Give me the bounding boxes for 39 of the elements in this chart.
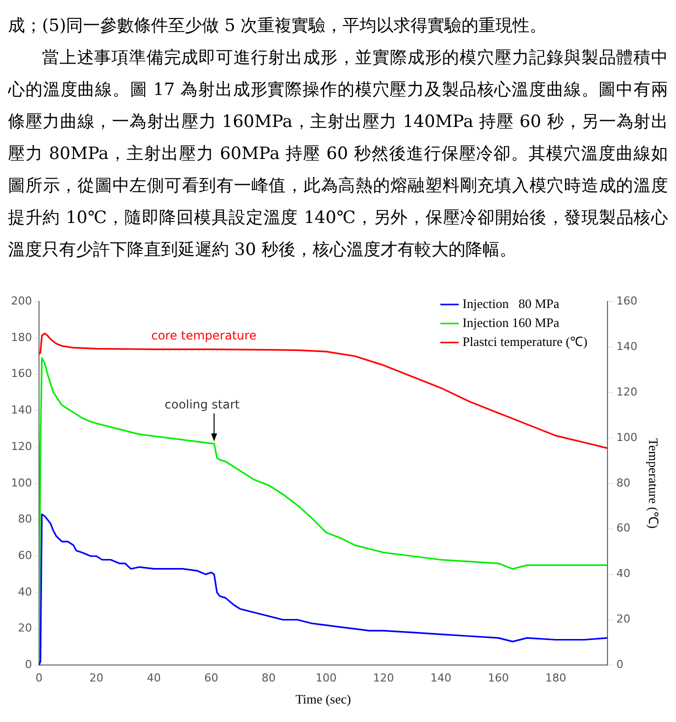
text: 當上述事項準備完成即可進行射出成形，並實際成形的模穴壓力記錄與製品體積中心的溫度曲線。圖 17 為射出成形實際操作的模穴壓力及製品核心溫度曲線。圖中有兩條壓力曲線，一為射出壓力 160MPa，主射出壓力 140MPa 持壓 60 秒，另一為射出壓力 80MPa，主射出壓力 60MPa 持壓 60 秒然後進行保壓冷卻。其模穴溫度曲線如圖所示，從圖中左側可看到有一峰值，此為高熱的熔融塑料剛充填入模穴時造成的溫度提升約 10℃，隨即降回模具設定溫度 140℃，另外，保壓冷卻開始後，發現製品核心溫度只有少許下降直到延遲約 30 秒後，核心溫度才有較大的降幅。 (8, 47, 668, 262)
y2-tick-label: 80 (616, 476, 630, 490)
x-tick-label: 140 (430, 672, 452, 685)
x-tick-label: 80 (262, 672, 276, 685)
y-tick-label: 160 (10, 367, 32, 380)
y-tick-label: 40 (18, 585, 32, 598)
y2-tick-label: 160 (616, 294, 638, 308)
y2-tick-label: 20 (616, 612, 630, 626)
y2-tick-label: 100 (616, 430, 638, 444)
x-tick-label: 100 (316, 672, 337, 685)
y-tick-label: 200 (10, 294, 32, 308)
y-tick-label: 80 (18, 512, 32, 526)
x-tick-label: 160 (488, 672, 509, 685)
y2-tick-label: 60 (616, 522, 630, 535)
y-tick-label: 120 (10, 440, 32, 453)
annotation: cooling start (164, 398, 240, 412)
x-tick-label: 20 (89, 672, 104, 685)
legend-label: Injection 160 MPa (462, 314, 560, 330)
y2-tick-label: 140 (616, 340, 638, 353)
annotation: core temperature (151, 328, 256, 342)
x-tick-label: 180 (545, 672, 566, 685)
legend-label: Plastci temperature (℃) (462, 334, 588, 349)
y-tick-label: 100 (10, 476, 32, 490)
y2-axis-title: Temperature (℃) (646, 438, 661, 529)
y-tick-label: 20 (18, 622, 32, 635)
y2-tick-label: 40 (616, 567, 630, 580)
y2-tick-label: 0 (616, 658, 624, 672)
legend-label: Injection 80 MPa (462, 296, 560, 311)
y-tick-label: 140 (10, 404, 32, 417)
x-axis-title: Time (sec) (295, 692, 351, 707)
x-tick-label: 60 (204, 672, 218, 685)
text: 成；(5)同一參數條件至少做 5 次重複實驗，平均以求得實驗的重現性。 (8, 15, 548, 38)
y-tick-label: 0 (24, 658, 32, 672)
x-tick-label: 40 (146, 672, 161, 685)
x-tick-label: 120 (372, 672, 394, 685)
y2-tick-label: 120 (616, 385, 638, 398)
x-tick-label: 0 (35, 672, 42, 685)
y-tick-label: 60 (18, 548, 32, 562)
y-tick-label: 180 (10, 330, 32, 344)
